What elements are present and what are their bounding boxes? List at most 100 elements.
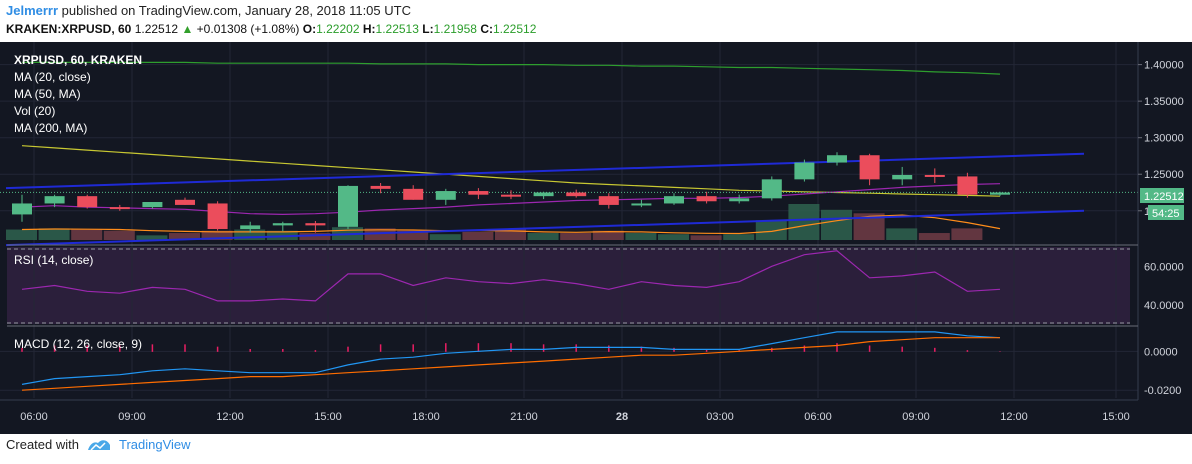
volume-bar [951,228,983,240]
price-change: +0.01308 (+1.08%) [196,22,300,36]
rsi-label: RSI (14, close) [14,253,93,267]
candle-body [924,174,945,177]
candle-body [696,196,717,202]
countdown-text: 54:25 [1152,208,1180,220]
time-tick-label: 09:00 [902,411,930,423]
open-value: 1.22202 [316,22,360,36]
candle-body [501,194,521,197]
candle-body [859,155,880,180]
rsi-pane [21,250,1001,302]
last-price: 1.22512 [134,22,179,36]
high-value: 1.22513 [375,22,419,36]
legend-vol: Vol (20) [14,104,55,118]
price-tag: 1.22512 54:25 [1140,188,1184,220]
macd-tick-label: -0.0200 [1144,385,1181,397]
rsi-band [7,247,1130,324]
up-triangle-icon: ▲ [181,22,194,36]
candle-body [827,155,847,163]
volume-bar [625,233,657,240]
volume-bar [690,235,722,240]
created-with-text: Created with [6,437,79,452]
symbol-line: KRAKEN:XRPUSD, 60 [6,22,132,36]
candle-body [533,192,554,197]
volume-bar [299,233,331,240]
footer: Created with TradingView [6,437,191,452]
volume-bar [560,233,592,240]
tradingview-logo-icon [87,439,110,451]
price-tag-text: 1.22512 [1144,191,1184,203]
volume-bar [886,228,918,240]
trend-lower-line [5,209,1085,247]
volume-bar [788,204,820,240]
rsi-tick-label: 40.0000 [1144,300,1184,312]
candle-body [109,207,130,210]
candle-body [12,203,32,215]
candle-body [305,223,326,226]
signal-line [21,337,1000,391]
volume-bar [592,230,624,240]
legend-title: XRPUSD, 60, KRAKEN [14,53,142,67]
time-tick-label: 06:00 [804,411,832,423]
price-tag-box [1140,188,1184,203]
volume-bar [918,233,950,240]
price-tick-label: 1.25000 [1144,169,1184,181]
time-tick-label: 21:00 [510,411,538,423]
time-tick-label: 28 [616,411,628,423]
candle-body [77,196,98,208]
candle-body [892,174,913,180]
countdown-box [1148,205,1184,220]
open-label: O: [302,22,317,36]
ohlc-header: KRAKEN:XRPUSD, 60 1.22512 ▲ +0.01308 (+1… [6,22,536,36]
low-value: 1.21958 [433,22,477,36]
candle-body [761,179,782,199]
published-text: published on TradingView.com, January 28… [61,3,411,18]
candle-body [207,203,228,230]
volume-bar [103,230,135,240]
candle-body [566,192,587,197]
volume-bar [38,228,70,240]
volume-ma-line [21,214,1001,235]
grid-lines [0,42,1138,398]
candle-body [957,176,978,195]
price-tick-label: 1.40000 [1144,60,1184,72]
volume-bar [201,230,233,240]
volume-bar [658,234,689,240]
candle-body [175,199,195,205]
candle-body [435,191,456,200]
legend-ma200: MA (200, MA) [14,121,87,135]
volume-bar [169,233,200,240]
candle-body [403,188,424,200]
indicator-lines [0,61,1138,247]
author-link[interactable]: Jelmerrr [6,3,59,18]
candles [12,152,1010,233]
candle-body [598,196,619,205]
candle-body [44,196,65,204]
axes: 06:00 09:00 12:00 15:00 18:00 21:00 28 03:00 06:… [7,60,1184,423]
price-tick-label: 1.35000 [1144,96,1184,108]
legend-ma20: MA (20, close) [14,70,91,84]
macd-line [21,331,1001,385]
volume-bar [71,229,103,240]
ma200-line [22,61,1001,75]
volume-bar [136,235,168,240]
volume-bar [429,234,461,240]
time-tick-label: 15:00 [314,411,342,423]
tradingview-brand-link[interactable]: TradingView [118,437,191,452]
rsi-line [21,250,1001,302]
legend-ma50: MA (50, MA) [14,87,81,101]
trading-chart[interactable]: 06:00 09:00 12:00 15:00 18:00 21:00 28 03:00 06:… [0,42,1192,434]
volume-bar [6,229,37,240]
candle-body [468,191,489,195]
volume-bar [397,230,429,240]
candle-body [794,162,815,180]
time-tick-label: 18:00 [412,411,440,423]
candle-body [142,202,163,208]
legend: XRPUSD, 60, KRAKEN MA (20, close) MA (50… [14,53,142,351]
volume-bar [495,229,526,240]
volume-bar [527,233,559,240]
macd-tick-label: 0.0000 [1144,346,1178,358]
rsi-tick-label: 60.0000 [1144,261,1184,273]
time-tick-label: 06:00 [20,411,48,423]
time-tick-label: 15:00 [1102,411,1130,423]
candle-body [370,185,391,189]
